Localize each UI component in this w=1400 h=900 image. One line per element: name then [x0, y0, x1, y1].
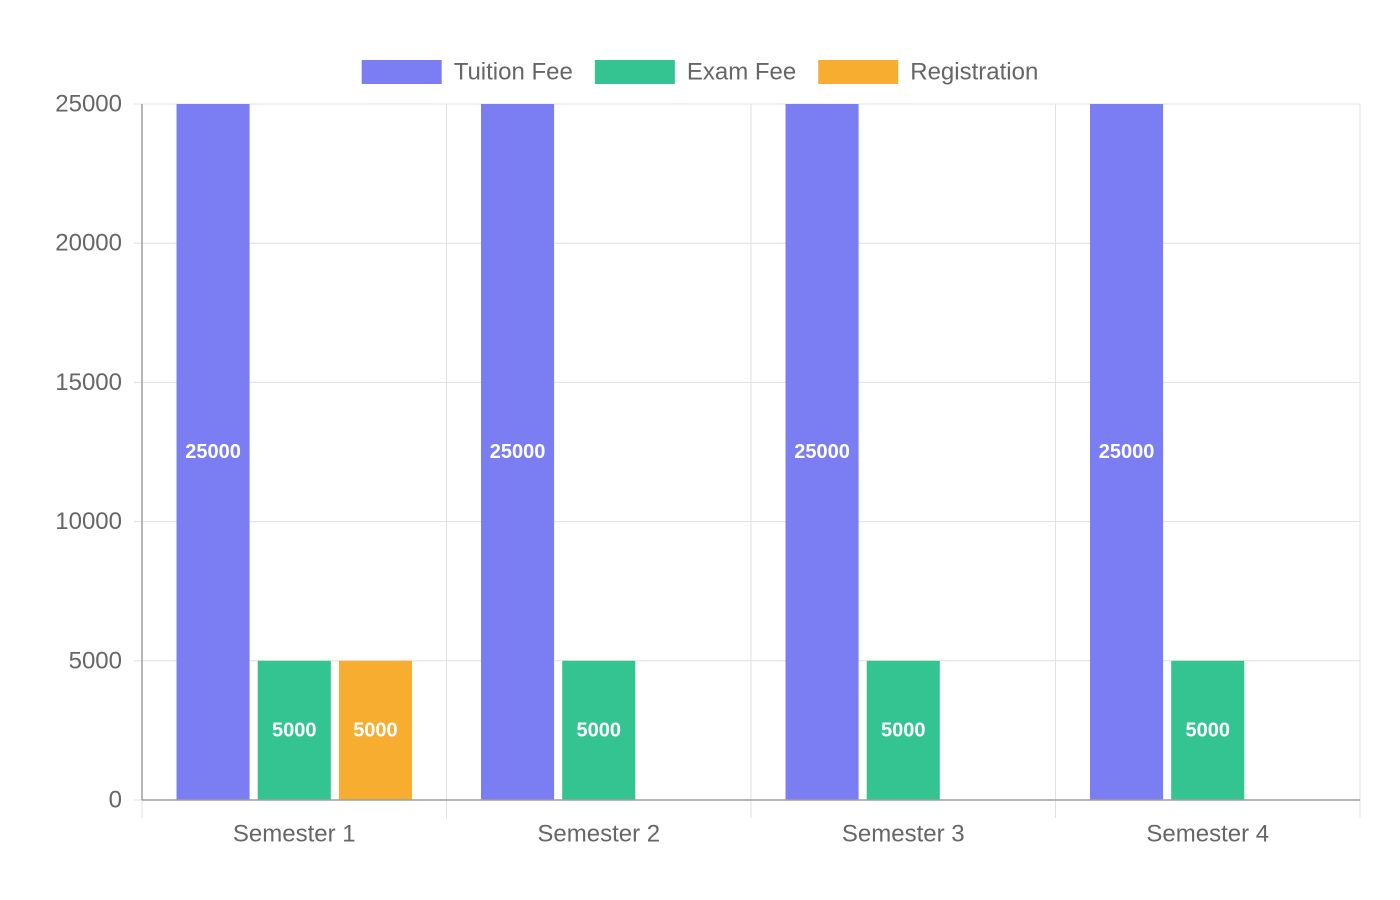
legend-label: Exam Fee — [687, 59, 796, 86]
legend-item[interactable]: Tuition Fee — [361, 59, 573, 86]
bar — [1171, 660, 1245, 800]
data-label: 5000 — [881, 719, 926, 741]
x-tick-label: Semester 1 — [233, 821, 356, 848]
data-label: 25000 — [490, 441, 546, 463]
y-tick-label: 25000 — [55, 91, 122, 118]
legend-label: Tuition Fee — [454, 59, 573, 86]
bar — [176, 104, 250, 800]
bar — [1090, 104, 1164, 800]
legend-swatch — [818, 60, 899, 84]
legend-swatch — [594, 60, 675, 84]
data-label: 5000 — [272, 719, 317, 741]
bar — [866, 660, 940, 800]
data-label: 5000 — [353, 719, 398, 741]
bar — [562, 660, 636, 800]
x-tick-label: Semester 2 — [537, 821, 660, 848]
bar — [785, 104, 859, 800]
axes: 0 5000 10000 15000 20000 25000 Semester 1 Semes… — [55, 91, 1360, 848]
x-tick-label: Semester 3 — [842, 821, 965, 848]
x-tick-label: Semester 4 — [1146, 821, 1269, 848]
y-tick-label: 15000 — [55, 369, 122, 396]
legend-swatch — [361, 60, 442, 84]
y-tick-label: 0 — [109, 787, 122, 814]
legend-item[interactable]: Registration — [818, 59, 1038, 86]
data-label: 5000 — [1186, 719, 1231, 741]
y-tick-label: 10000 — [55, 508, 122, 535]
legend: Tuition Fee Exam Fee Registration — [361, 59, 1038, 86]
data-label: 25000 — [794, 441, 850, 463]
data-label: 25000 — [1099, 441, 1155, 463]
legend-item[interactable]: Exam Fee — [594, 59, 796, 86]
legend-label: Registration — [910, 59, 1038, 86]
data-label: 5000 — [577, 719, 622, 741]
bar — [338, 660, 412, 800]
y-tick-label: 20000 — [55, 230, 122, 257]
y-tick-label: 5000 — [69, 647, 122, 674]
data-label: 25000 — [185, 441, 241, 463]
bar — [481, 104, 555, 800]
bar — [257, 660, 331, 800]
